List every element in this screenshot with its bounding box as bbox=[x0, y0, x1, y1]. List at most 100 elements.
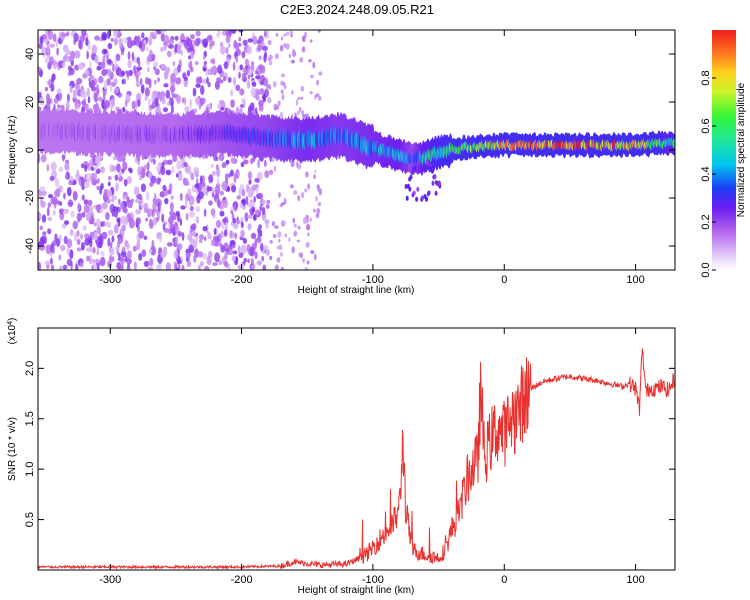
noise-speckle bbox=[38, 261, 42, 270]
spectrogram-x-tick-label: -200 bbox=[231, 274, 253, 286]
noise-speckle bbox=[38, 66, 42, 73]
noise-speckle bbox=[236, 171, 240, 177]
noise-speckle bbox=[204, 191, 209, 196]
snr-series-line bbox=[38, 348, 675, 570]
noise-speckle bbox=[139, 205, 142, 210]
colorbar-tick-label: 0.8 bbox=[700, 70, 712, 85]
ridge-core bbox=[672, 138, 675, 148]
noise-speckle bbox=[160, 30, 167, 33]
spectrogram-x-tick-label: 100 bbox=[626, 274, 644, 286]
noise-speckle bbox=[107, 189, 113, 198]
noise-speckle bbox=[96, 266, 100, 270]
noise-speckle bbox=[118, 198, 121, 205]
noise-speckle bbox=[103, 80, 108, 91]
noise-speckle bbox=[228, 43, 231, 48]
noise-speckle bbox=[160, 166, 164, 173]
noise-speckle bbox=[262, 264, 267, 270]
noise-speckle bbox=[148, 248, 153, 254]
noise-speckle bbox=[297, 163, 302, 170]
noise-speckle bbox=[107, 42, 113, 50]
noise-speckle bbox=[280, 89, 284, 95]
noise-speckle bbox=[216, 178, 220, 187]
noise-speckle bbox=[157, 202, 161, 212]
colorbar-scale bbox=[712, 30, 736, 270]
noise-speckle bbox=[50, 243, 53, 253]
noise-speckle bbox=[127, 213, 131, 220]
noise-speckle bbox=[219, 79, 224, 84]
noise-speckle bbox=[219, 242, 223, 248]
noise-speckle bbox=[293, 230, 298, 237]
noise-speckle bbox=[137, 166, 141, 176]
noise-speckle bbox=[62, 264, 68, 270]
noise-speckle bbox=[135, 81, 141, 88]
noise-speckle bbox=[68, 180, 73, 186]
noise-speckle bbox=[76, 230, 80, 237]
noise-speckle bbox=[160, 32, 165, 42]
noise-speckle bbox=[242, 39, 248, 46]
noise-speckle bbox=[76, 212, 83, 222]
noise-speckle bbox=[268, 169, 274, 175]
noise-speckle bbox=[171, 87, 174, 97]
noise-speckle bbox=[109, 241, 113, 248]
noise-speckle bbox=[221, 162, 227, 169]
noise-speckle bbox=[267, 56, 272, 62]
noise-speckle bbox=[290, 59, 295, 64]
noise-speckle bbox=[306, 260, 310, 265]
noise-speckle bbox=[249, 102, 255, 111]
noise-speckle bbox=[93, 92, 98, 102]
ridge-streak bbox=[409, 165, 413, 171]
noise-speckle bbox=[127, 39, 133, 49]
noise-speckle bbox=[297, 225, 301, 230]
noise-speckle bbox=[187, 233, 193, 241]
snr-y-tick-label: 1.5 bbox=[24, 411, 36, 426]
noise-speckle bbox=[91, 86, 97, 92]
noise-speckle bbox=[80, 242, 85, 251]
ridge-streak bbox=[417, 160, 420, 166]
noise-speckle bbox=[133, 186, 140, 196]
noise-speckle bbox=[123, 37, 128, 44]
noise-speckle bbox=[237, 245, 241, 254]
noise-speckle bbox=[258, 88, 265, 95]
noise-speckle bbox=[242, 237, 247, 244]
noise-speckle bbox=[172, 213, 177, 221]
noise-speckle bbox=[204, 236, 207, 241]
noise-speckle bbox=[165, 169, 171, 176]
noise-speckle bbox=[268, 61, 273, 66]
noise-speckle bbox=[317, 202, 322, 207]
noise-speckle bbox=[53, 103, 56, 111]
noise-speckle bbox=[84, 164, 88, 172]
noise-speckle bbox=[217, 30, 221, 36]
noise-speckle bbox=[122, 106, 126, 112]
noise-speckle bbox=[318, 71, 323, 76]
noise-speckle bbox=[205, 266, 208, 270]
noise-speckle bbox=[210, 163, 214, 168]
noise-speckle bbox=[316, 184, 320, 190]
noise-speckle bbox=[176, 160, 182, 170]
noise-speckle bbox=[114, 57, 117, 67]
noise-speckle bbox=[253, 196, 256, 203]
noise-speckle bbox=[255, 95, 260, 101]
noise-speckle bbox=[194, 61, 199, 65]
noise-speckle bbox=[149, 218, 153, 226]
noise-speckle bbox=[51, 264, 55, 270]
noise-speckle bbox=[241, 204, 247, 210]
noise-speckle bbox=[168, 44, 175, 49]
noise-speckle bbox=[95, 204, 102, 211]
noise-speckle bbox=[159, 234, 163, 243]
noise-speckle bbox=[213, 228, 217, 235]
noise-speckle bbox=[163, 83, 169, 88]
noise-speckle bbox=[181, 232, 185, 241]
noise-speckle bbox=[38, 153, 41, 163]
noise-speckle bbox=[129, 168, 133, 174]
noise-speckle bbox=[38, 42, 43, 50]
noise-speckle bbox=[148, 171, 153, 178]
snr-x-tick-label: -300 bbox=[99, 574, 121, 586]
noise-speckle bbox=[313, 174, 316, 180]
noise-speckle bbox=[56, 88, 62, 94]
noise-speckle bbox=[55, 187, 61, 198]
noise-speckle bbox=[274, 264, 279, 270]
noise-speckle bbox=[46, 207, 50, 217]
snr-plot-area bbox=[38, 328, 675, 570]
